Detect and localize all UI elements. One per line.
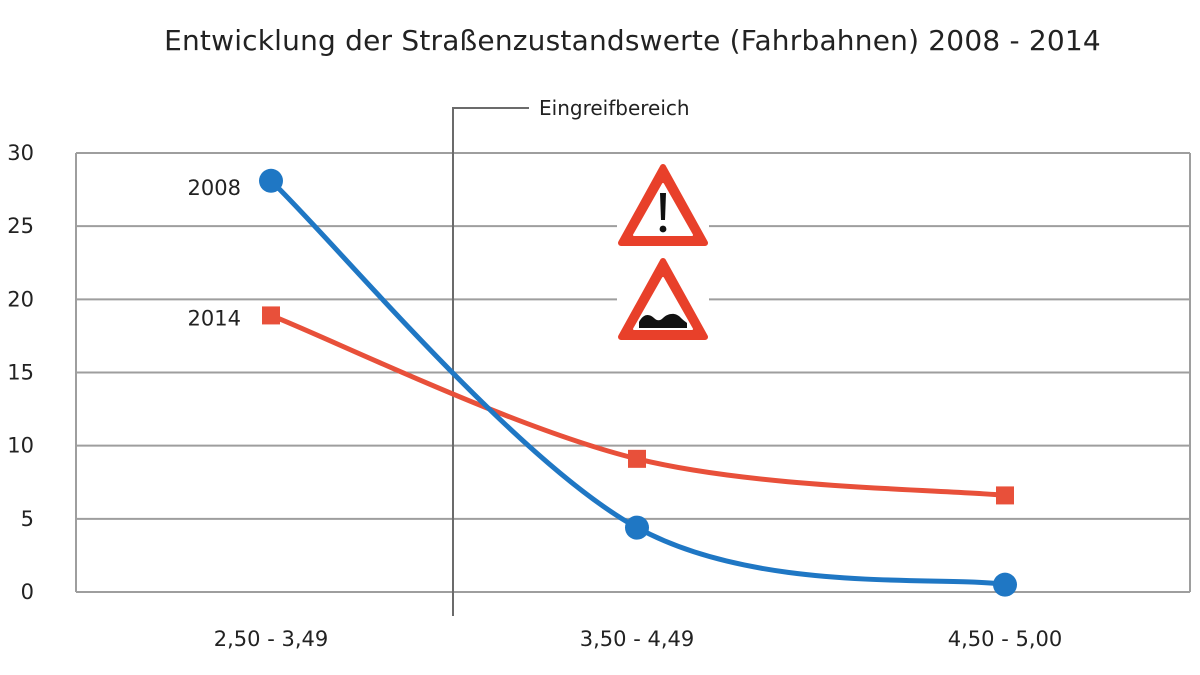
x-category-label: 2,50 - 3,49 — [214, 627, 328, 651]
data-point-2008 — [259, 168, 283, 193]
y-tick-label: 0 — [21, 580, 34, 604]
y-tick-label: 5 — [21, 507, 34, 531]
series-label-2014: 2014 — [188, 306, 241, 330]
warning-triangle-uneven-road-icon — [618, 258, 708, 340]
x-category-label: 3,50 - 4,49 — [580, 627, 694, 651]
data-point-2014 — [262, 306, 280, 325]
chart-title: Entwicklung der Straßenzustandswerte (Fa… — [164, 24, 1101, 57]
series-labels: 2014 2008 — [188, 176, 241, 331]
y-tick-label: 30 — [7, 141, 34, 165]
y-tick-label: 25 — [7, 214, 34, 238]
data-point-2008 — [993, 572, 1017, 597]
y-axis-ticks: 0 5 10 15 20 25 30 — [7, 141, 34, 604]
y-tick-label: 20 — [7, 287, 34, 311]
data-point-2014 — [996, 486, 1014, 505]
warning-triangle-exclamation-icon — [618, 164, 708, 246]
y-tick-label: 10 — [7, 434, 34, 458]
series-line-2014 — [268, 312, 1008, 498]
data-point-2014 — [628, 449, 646, 468]
series-points — [259, 168, 1017, 597]
x-axis-labels: 2,50 - 3,49 3,50 - 4,49 4,50 - 5,00 — [214, 627, 1062, 651]
x-category-label: 4,50 - 5,00 — [948, 627, 1062, 651]
series-label-2008: 2008 — [188, 176, 241, 200]
data-point-2008 — [625, 515, 649, 540]
y-tick-label: 15 — [7, 361, 34, 385]
eingreifbereich-marker: Eingreifbereich — [452, 96, 690, 616]
eingreifbereich-label: Eingreifbereich — [539, 96, 690, 120]
